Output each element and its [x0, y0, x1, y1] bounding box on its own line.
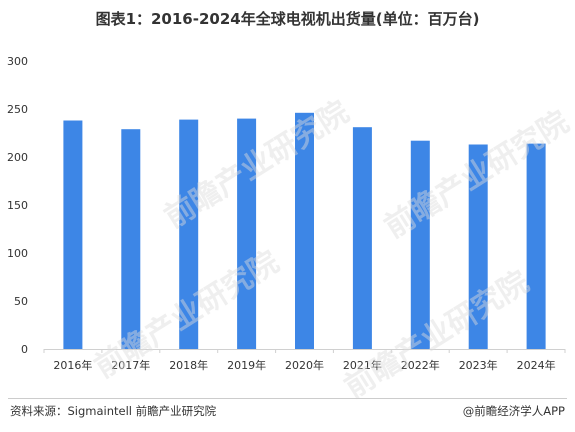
bar-2020年: [295, 112, 314, 349]
y-tick-label: 150: [7, 199, 28, 212]
bar-2017年: [121, 129, 141, 349]
x-tick-label: 2022年: [401, 358, 440, 372]
x-axis: 2016年 2017年 2018年 2019年 2020年 2021年 2022年 2023年…: [43, 349, 566, 372]
x-tick-label: 2017年: [111, 358, 150, 372]
bar-2018年: [179, 119, 199, 349]
y-axis: 0 50 100 150 200 250 300: [7, 55, 28, 356]
brand-label: @前瞻经济学人APP: [462, 404, 565, 418]
y-tick-label: 0: [21, 343, 28, 356]
x-tick-label: 2018年: [169, 358, 208, 372]
bars: [63, 112, 546, 349]
chart-title: 图表1：2016-2024年全球电视机出货量(单位：百万台): [95, 10, 480, 28]
y-tick-label: 300: [7, 55, 28, 68]
bar-2024年: [526, 143, 546, 349]
footer-divider: [8, 398, 567, 399]
bar-2023年: [468, 144, 488, 349]
footer: 资料来源：Sigmaintell 前瞻产业研究院 @前瞻经济学人APP: [0, 398, 575, 432]
x-tick-label: 2021年: [343, 358, 382, 372]
y-tick-label: 200: [7, 151, 28, 164]
bar-2021年: [352, 127, 372, 349]
y-tick-label: 50: [14, 295, 28, 308]
x-tick-label: 2023年: [459, 358, 498, 372]
y-tick-label: 250: [7, 103, 28, 116]
bar-2019年: [237, 118, 257, 349]
bar-2016年: [63, 120, 83, 349]
x-tick-label: 2019年: [227, 358, 266, 372]
x-tick-label: 2016年: [53, 358, 92, 372]
x-tick-label: 2020年: [285, 358, 324, 372]
source-note: 资料来源：Sigmaintell 前瞻产业研究院: [10, 404, 217, 418]
x-tick-label: 2024年: [517, 358, 556, 372]
bar-2022年: [410, 140, 430, 349]
y-tick-label: 100: [7, 247, 28, 260]
